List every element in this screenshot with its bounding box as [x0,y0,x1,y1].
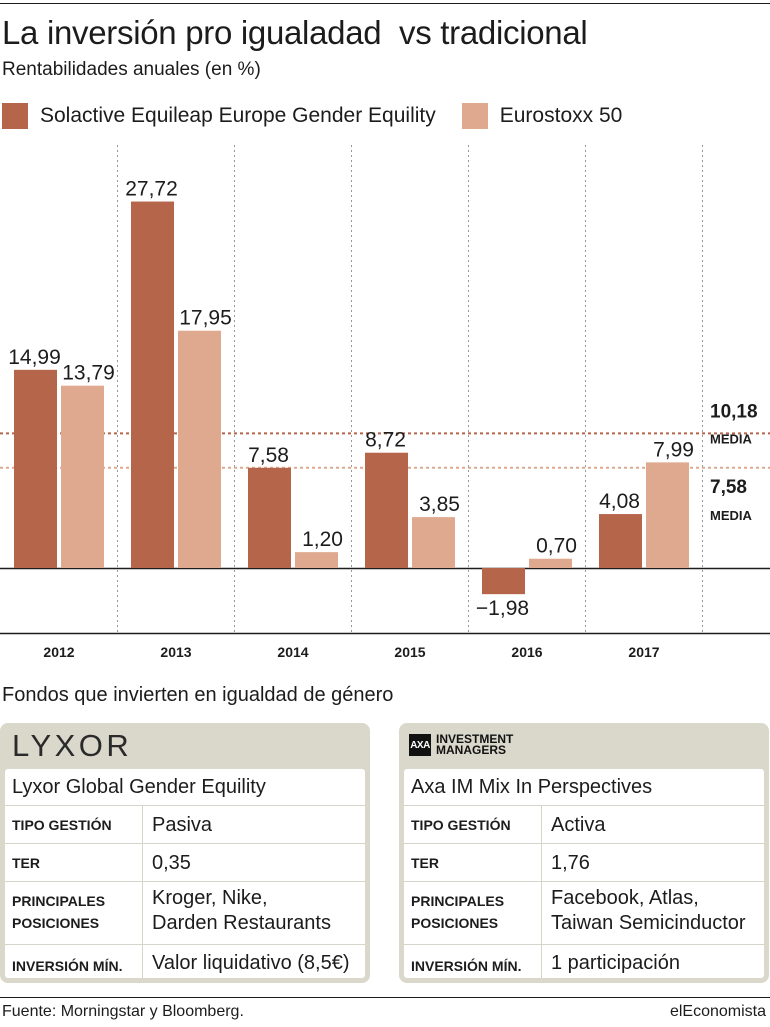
fund-row-value: Kroger, Nike, [152,887,268,909]
bar-value-label: 1,20 [302,528,343,551]
bar-value-label: −1,98 [476,597,529,620]
fund-row-key: PRINCIPALES [411,893,505,909]
axa-logo-text: INVESTMENT MANAGERS [436,732,514,757]
fund-row-ter: TER 0,35 [5,843,365,882]
fund-card-header: LYXOR [0,723,370,769]
bar-value-label: 7,99 [653,438,694,461]
bar-value-label: 3,85 [419,493,460,516]
bar-eurostoxx-2015 [412,517,455,568]
fund-row-tipo-gestion: TIPO GESTIÓN Pasiva [5,805,365,844]
bar-solactive-2012 [14,369,57,568]
fund-row-key: TIPO GESTIÓN [12,817,112,833]
axa-logo: AXA INVESTMENT MANAGERS [409,732,514,757]
fund-row-inversion-min: INVERSIÓN MÍN. 1 participación [404,944,764,983]
fund-row-key: TER [12,855,40,871]
bar-eurostoxx-2012 [61,385,104,568]
fund-row-key: POSICIONES [12,915,100,931]
average-value-label: 10,18 [710,401,758,422]
top-rule [0,3,770,4]
fund-row-key: INVERSIÓN MÍN. [12,958,123,974]
bar-eurostoxx-2013 [178,330,221,568]
fund-row-key: POSICIONES [411,915,499,931]
legend-label-series-2: Eurostoxx 50 [499,104,623,127]
average-value-label: 7,58 [710,477,747,498]
bar-value-label: 4,08 [599,490,640,513]
bar-value-label: 7,58 [248,444,289,467]
x-tick-label: 2016 [511,644,542,660]
source-note: Fuente: Morningstar y Bloomberg. [2,1003,244,1020]
x-tick-label: 2012 [43,644,74,660]
bar-solactive-2016 [482,568,525,595]
x-tick-label: 2013 [160,644,191,660]
chart-title: La inversión pro igualadad vs tradiciona… [2,14,588,51]
funds-section-title: Fondos que invierten en igualdad de géne… [2,684,394,706]
fund-row-value: 0,35 [152,852,191,874]
legend-swatch-series-1 [2,103,28,129]
fund-row-value: Darden Restaurants [152,912,331,934]
bar-solactive-2014 [248,467,291,568]
bottom-rule [0,997,770,998]
axa-logo-line: MANAGERS [436,743,507,757]
fund-row-value: Valor liquidativo (8,5€) [152,952,350,974]
chart-legend: Solactive Equileap Europe Gender Equilit… [2,101,648,131]
fund-card-header: AXA INVESTMENT MANAGERS [399,723,769,769]
axa-logo-line: INVESTMENT [436,732,514,746]
bar-value-label: 8,72 [365,429,406,452]
fund-row-posiciones: PRINCIPALES POSICIONES Facebook, Atlas, … [404,881,764,945]
bar-value-label: 13,79 [62,362,115,385]
bar-eurostoxx-2014 [295,552,338,568]
legend-label-series-1: Solactive Equileap Europe Gender Equilit… [40,104,436,127]
fund-row-key: INVERSIÓN MÍN. [411,958,522,974]
fund-card-body: Lyxor Global Gender Equility TIPO GESTIÓ… [5,769,365,978]
axa-mark-icon: AXA [409,734,431,756]
publisher-brand: elEconomista [669,1003,766,1020]
fund-name: Lyxor Global Gender Equility [12,776,266,798]
fund-row-key: TIPO GESTIÓN [411,817,511,833]
fund-row-value: 1 participación [551,952,680,974]
fund-row-ter: TER 1,76 [404,843,764,882]
legend-swatch-series-2 [461,103,488,129]
bar-solactive-2013 [131,201,174,568]
fund-card-body: Axa IM Mix In Perspectives TIPO GESTIÓN … [404,769,764,978]
fund-row-value: Pasiva [152,814,213,836]
x-tick-label: 2014 [277,644,308,660]
bar-solactive-2017 [599,514,642,568]
fund-row-key: PRINCIPALES [12,893,106,909]
chart-subtitle: Rentabilidades anuales (en %) [2,59,261,80]
fund-row-value: Facebook, Atlas, [551,887,699,909]
fund-name: Axa IM Mix In Perspectives [411,776,653,798]
bar-eurostoxx-2017 [646,462,689,568]
fund-card-axa: AXA INVESTMENT MANAGERS Axa IM Mix In Pe… [399,723,769,983]
average-caption-label: MEDIA [710,508,753,523]
fund-row-value: Activa [551,814,606,836]
bar-eurostoxx-2016 [529,558,572,568]
bar-value-label: 17,95 [179,307,232,330]
average-caption-label: MEDIA [710,431,753,446]
x-tick-label: 2015 [394,644,425,660]
fund-row-posiciones: PRINCIPALES POSICIONES Kroger, Nike, Dar… [5,881,365,945]
fund-row-tipo-gestion: TIPO GESTIÓN Activa [404,805,764,844]
bar-value-label: 27,72 [125,178,178,201]
fund-card-lyxor: LYXOR Lyxor Global Gender Equility TIPO … [0,723,370,983]
column-divider [142,805,143,978]
bar-value-label: 14,99 [8,346,61,369]
fund-row-value: 1,76 [551,852,590,874]
fund-row-key: TER [411,855,439,871]
fund-row-inversion-min: INVERSIÓN MÍN. Valor liquidativo (8,5€) [5,944,365,983]
column-divider [541,805,542,978]
bar-solactive-2015 [365,452,408,568]
bar-value-label: 0,70 [536,535,577,558]
fund-row-value: Taiwan Semicinductor [551,912,746,934]
lyxor-logo: LYXOR [12,728,133,763]
x-tick-label: 2017 [628,644,659,660]
